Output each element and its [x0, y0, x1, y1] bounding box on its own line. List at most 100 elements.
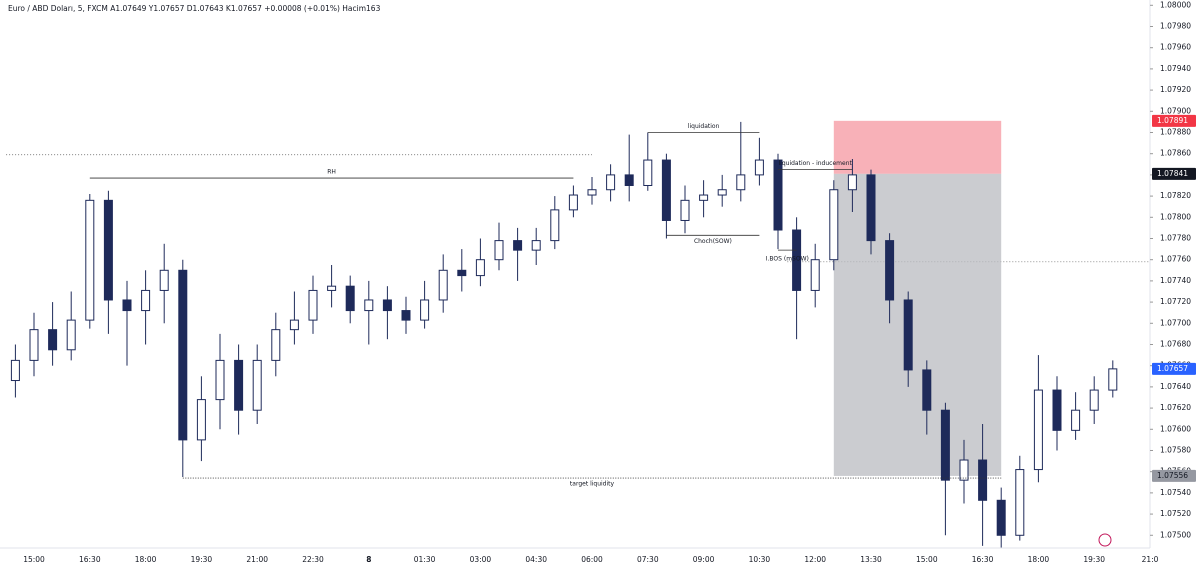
candle-body: [141, 289, 151, 312]
x-tick-label: 04:30: [525, 555, 547, 564]
target-label: 1.07556: [1157, 471, 1188, 480]
candle-body: [885, 240, 895, 301]
candle-body: [661, 159, 671, 221]
y-tick-label: 1.07880: [1160, 127, 1191, 136]
candle-body: [66, 319, 76, 351]
y-tick-label: 1.07780: [1160, 233, 1191, 242]
x-tick-label: 21:00: [246, 555, 268, 564]
y-tick-label: 1.07720: [1160, 297, 1191, 306]
candle-body: [866, 174, 876, 242]
stop-label: 1.07891: [1157, 116, 1188, 125]
y-tick-label: 1.07920: [1160, 85, 1191, 94]
y-tick-label: 1.07820: [1160, 191, 1191, 200]
y-tick-label: 1.07540: [1160, 488, 1191, 497]
x-tick-label: 18:00: [1028, 555, 1050, 564]
x-tick-label: 21:0: [1142, 555, 1159, 564]
chart-title: Euro / ABD Doları, 5, FXCM A1.07649 Y1.0…: [8, 4, 381, 13]
y-tick-label: 1.07960: [1160, 43, 1191, 52]
candle-body: [401, 310, 411, 321]
candle-body: [289, 319, 299, 331]
x-tick-label: 09:00: [693, 555, 715, 564]
x-tick-label: 03:00: [470, 555, 492, 564]
x-tick-label: 15:00: [916, 555, 938, 564]
candle-body: [1052, 389, 1062, 431]
candle-body: [792, 229, 802, 291]
candle-body: [606, 174, 616, 191]
candle-body: [308, 289, 318, 321]
candle-body: [624, 174, 634, 186]
candle-body: [178, 269, 188, 441]
x-tick-label: 10:30: [749, 555, 771, 564]
y-tick-label: 1.07620: [1160, 403, 1191, 412]
candle-body: [457, 269, 467, 277]
candle-body: [85, 199, 95, 321]
entry-tag: [1152, 167, 1196, 180]
annotation-label: liquidation: [688, 123, 720, 130]
candle-body: [48, 329, 58, 351]
x-tick-label: 01:30: [414, 555, 436, 564]
candle-body: [29, 329, 39, 361]
x-tick-label: 18:00: [135, 555, 157, 564]
y-tick-label: 1.07980: [1160, 21, 1191, 30]
candle-body: [736, 174, 746, 191]
candle-body: [159, 269, 169, 291]
x-tick-label: 8: [366, 555, 371, 564]
y-tick-label: 1.07640: [1160, 382, 1191, 391]
entry-label: 1.07841: [1157, 169, 1188, 178]
x-tick-label: 15:00: [23, 555, 45, 564]
candle-body: [382, 299, 392, 312]
candle-body: [1089, 389, 1099, 411]
candle-body: [531, 240, 541, 251]
y-tick-label: 1.07500: [1160, 530, 1191, 539]
candle-body: [252, 359, 262, 411]
last-price-tag: [1152, 362, 1196, 375]
y-tick-label: 1.07520: [1160, 509, 1191, 518]
candle-body: [10, 359, 20, 382]
y-tick-label: 1.07900: [1160, 106, 1191, 115]
candle-body: [940, 409, 950, 481]
x-tick-label: 07:30: [637, 555, 659, 564]
last-price-label: 1.07657: [1157, 364, 1188, 373]
candle-body: [327, 285, 337, 291]
candle-body: [847, 174, 857, 191]
y-tick-label: 1.07700: [1160, 318, 1191, 327]
candle-body: [1015, 469, 1025, 536]
candle-body: [810, 259, 820, 291]
x-tick-label: 16:30: [79, 555, 101, 564]
x-tick-label: 22:30: [302, 555, 324, 564]
candle-body: [587, 189, 597, 196]
candle-body: [978, 459, 988, 501]
y-tick-label: 1.07740: [1160, 276, 1191, 285]
candle-body: [922, 369, 932, 411]
candle-body: [754, 159, 764, 176]
x-tick-label: 19:30: [1083, 555, 1105, 564]
candle-body: [215, 359, 225, 401]
candle-body: [1071, 409, 1081, 431]
alert-icon: [1098, 533, 1112, 547]
candle-body: [271, 329, 281, 361]
y-tick-label: 1.07940: [1160, 64, 1191, 73]
candle-body: [196, 399, 206, 441]
y-tick-label: 1.07600: [1160, 424, 1191, 433]
y-tick-label: 1.07680: [1160, 339, 1191, 348]
candle-body: [829, 189, 839, 261]
candle-body: [103, 199, 113, 301]
annotation-label: liquidation - inducement: [779, 160, 853, 167]
candle-body: [550, 209, 560, 242]
candle-body: [234, 359, 244, 411]
annotation-label: Choch(SOW): [694, 238, 732, 245]
y-tick-label: 1.07580: [1160, 445, 1191, 454]
candle-body: [420, 299, 430, 321]
candle-body: [364, 299, 374, 312]
x-tick-label: 13:30: [860, 555, 882, 564]
candle-body: [475, 259, 485, 277]
stop-zone: [833, 120, 1002, 174]
x-tick-label: 16:30: [972, 555, 994, 564]
candle-body: [773, 159, 783, 231]
candle-body: [1108, 368, 1118, 391]
stop-tag: [1152, 114, 1196, 127]
y-tick-label: 1.07800: [1160, 212, 1191, 221]
candle-body: [438, 269, 448, 301]
x-tick-label: 19:30: [191, 555, 213, 564]
